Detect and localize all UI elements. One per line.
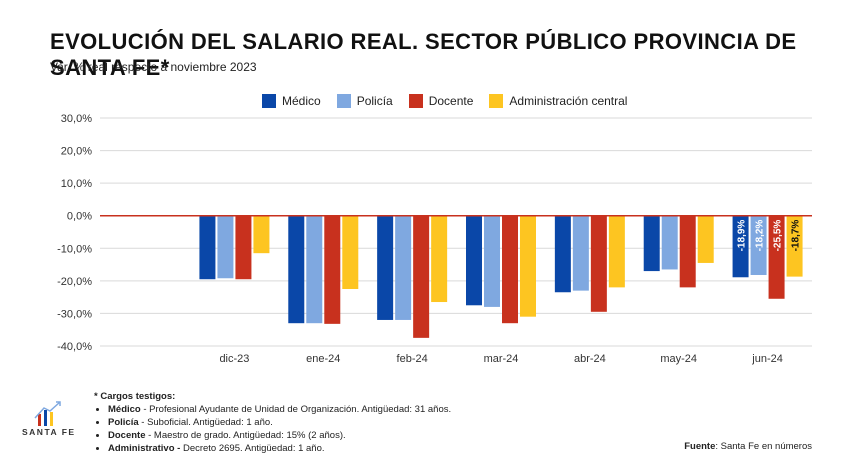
- y-tick-label: -20,0%: [57, 276, 92, 288]
- bar: [324, 215, 341, 324]
- bar: [679, 215, 696, 288]
- bar: [768, 215, 785, 299]
- x-tick-label: feb-24: [397, 353, 428, 365]
- bar: [484, 215, 500, 307]
- bar: [661, 215, 678, 270]
- santa-fe-logo: [26, 398, 70, 444]
- legend-swatch: [336, 94, 351, 108]
- logo-text: SANTA FE: [22, 427, 76, 437]
- x-tick-label: jun-24: [751, 353, 783, 365]
- chart-title: EVOLUCIÓN DEL SALARIO REAL. SECTOR PÚBLI…: [50, 29, 797, 80]
- data-label: -18,2%: [755, 220, 766, 252]
- bar: [431, 215, 448, 303]
- y-tick-label: -10,0%: [57, 243, 92, 255]
- legend-label: Administración central: [509, 94, 628, 108]
- footnote-item: Policía - Suboficial. Antigüedad: 1 año.: [108, 416, 451, 429]
- bar: [786, 215, 803, 277]
- data-label: -18,9%: [737, 220, 748, 252]
- bar: [217, 215, 234, 279]
- legend-swatch: [262, 94, 276, 108]
- x-tick-label: dic-23: [219, 353, 249, 365]
- bar: [608, 215, 625, 288]
- y-tick-label: -30,0%: [57, 308, 92, 320]
- legend-swatch: [408, 94, 423, 108]
- bar: [732, 215, 749, 278]
- chart-subtitle: Var. % real respecto a noviembre 2023: [50, 60, 257, 74]
- legend-label: Policía: [356, 94, 393, 108]
- bar-chart-arrow-icon: [34, 401, 61, 426]
- bar: [342, 215, 359, 289]
- legend-item-policia: Policía: [336, 94, 393, 108]
- bar: [590, 215, 607, 312]
- footnotes-title: * Cargos testigos:: [94, 391, 176, 402]
- legend-label: Docente: [428, 94, 474, 108]
- bar: [395, 215, 412, 320]
- x-tick-label: abr-24: [574, 353, 606, 365]
- legend-item-medico: Médico: [262, 94, 321, 108]
- chart-legend: Médico Policía Docente Administración ce…: [262, 94, 627, 108]
- legend-item-docente: Docente: [408, 94, 474, 108]
- bar: [306, 215, 323, 324]
- y-tick-label: 10,0%: [61, 178, 92, 190]
- data-label: -25,5%: [773, 220, 784, 252]
- y-tick-label: 0,0%: [67, 211, 92, 223]
- y-tick-label: 30,0%: [61, 113, 92, 125]
- footnotes: * Cargos testigos: Médico - Profesional …: [94, 390, 451, 455]
- bar: [697, 215, 714, 263]
- bar: [413, 215, 430, 338]
- bar: [377, 215, 394, 320]
- legend-swatch: [489, 94, 504, 108]
- legend-item-administracion: Administración central: [489, 94, 627, 108]
- bar: [288, 215, 305, 324]
- bar: [466, 215, 482, 306]
- source-note: Fuente: Santa Fe en números: [684, 441, 812, 452]
- footnote-item: Médico - Profesional Ayudante de Unidad …: [108, 403, 451, 416]
- bar: [253, 215, 270, 254]
- bar: [520, 215, 536, 317]
- bar: [750, 215, 767, 275]
- footnote-item: Administrativo - Decreto 2695. Antigüeda…: [108, 442, 451, 455]
- footnote-item: Docente - Maestro de grado. Antigüedad: …: [108, 429, 451, 442]
- bar: [199, 215, 216, 280]
- y-tick-label: -40,0%: [57, 341, 92, 353]
- data-label: -18,7%: [791, 220, 802, 252]
- bar: [554, 215, 571, 293]
- x-tick-label: ene-24: [306, 353, 340, 365]
- x-tick-label: mar-24: [484, 353, 519, 365]
- bar: [502, 215, 518, 324]
- bar: [643, 215, 660, 272]
- x-tick-label: may-24: [660, 353, 697, 365]
- y-tick-label: 20,0%: [61, 146, 92, 158]
- bar: [572, 215, 589, 291]
- legend-label: Médico: [282, 94, 321, 108]
- bar: [235, 215, 252, 280]
